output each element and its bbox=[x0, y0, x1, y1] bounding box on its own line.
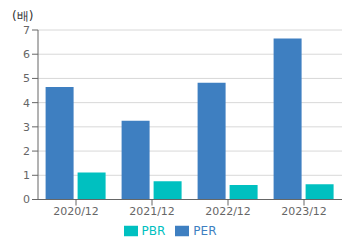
svg-text:2: 2 bbox=[23, 145, 30, 158]
html-text:PBR: PBR bbox=[141, 223, 166, 238]
svg-text:0: 0 bbox=[23, 193, 30, 206]
svg-text:2023/12: 2023/12 bbox=[281, 205, 327, 218]
html-text:PER: PER bbox=[193, 223, 217, 238]
svg-text:6: 6 bbox=[23, 48, 30, 61]
svg-text:1: 1 bbox=[23, 169, 30, 182]
svg-text:2022/12: 2022/12 bbox=[205, 205, 251, 218]
html-text:(배): (배) bbox=[12, 9, 34, 23]
svg-text:4: 4 bbox=[23, 97, 30, 110]
svg-text:2021/12: 2021/12 bbox=[129, 205, 175, 218]
svg-text:3: 3 bbox=[23, 121, 30, 134]
svg-text:5: 5 bbox=[23, 72, 30, 85]
svg-text:7: 7 bbox=[23, 24, 30, 37]
svg-text:2020/12: 2020/12 bbox=[53, 205, 99, 218]
